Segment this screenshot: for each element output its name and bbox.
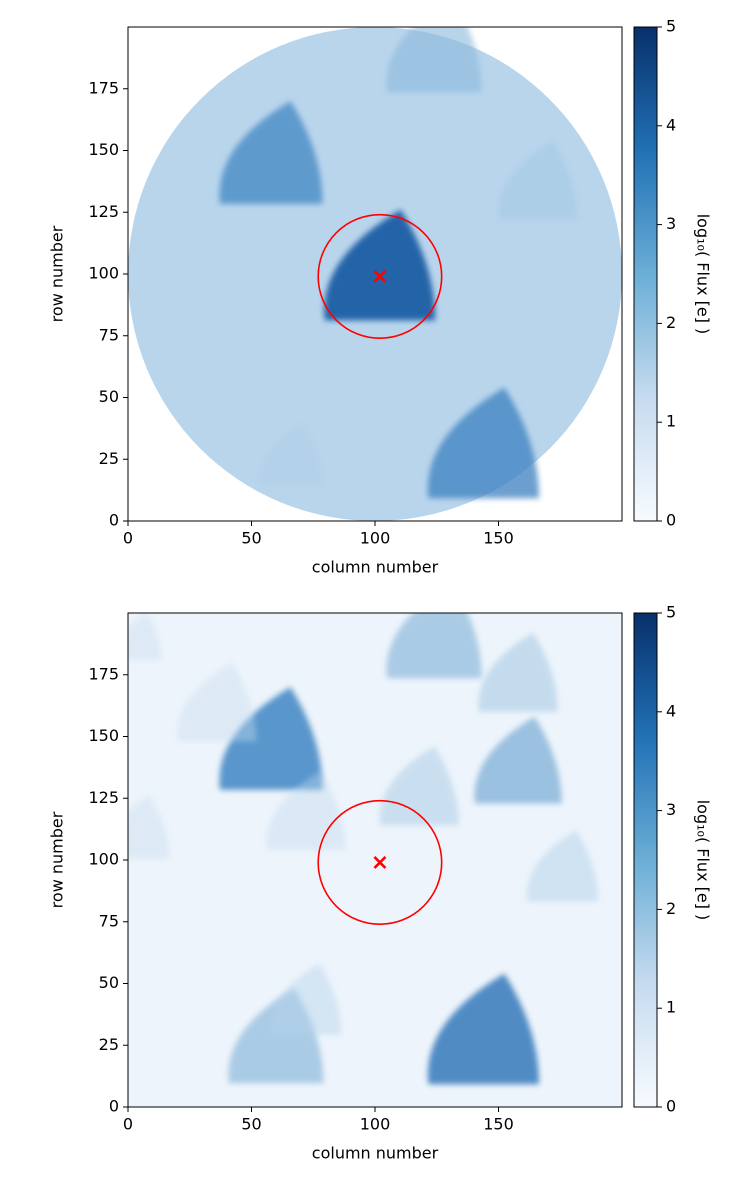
y-tick-label: 100 [88,850,119,869]
x-tick-label: 0 [123,1115,133,1134]
y-tick-label: 50 [99,387,119,406]
colorbar-tick-label: 3 [666,800,676,819]
x-tick-label: 50 [241,1115,261,1134]
colorbar-tick-label: 3 [666,214,676,233]
image-feature [324,209,436,321]
colorbar-tick-label: 4 [666,701,676,720]
colorbar-tick-label: 4 [666,115,676,134]
y-tick-label: 25 [99,449,119,468]
image-feature [427,387,540,499]
image-feature [478,632,558,712]
image-feature [177,662,257,742]
y-tick-label: 175 [88,664,119,683]
colorbar [633,612,658,1108]
y-tick-label: 125 [88,788,119,807]
y-tick-label: 75 [99,911,119,930]
colorbar-tick-label: 2 [666,899,676,918]
image-feature [219,101,323,204]
y-tick-label: 50 [99,973,119,992]
colorbar-tick-label: 1 [666,998,676,1017]
x-tick-label: 0 [123,529,133,548]
image-feature [498,140,578,220]
x-tick-label: 50 [241,529,261,548]
y-tick-label: 25 [99,1035,119,1054]
y-tick-label: 175 [88,78,119,97]
y-tick-label: 125 [88,202,119,221]
image-feature [386,27,482,93]
target-marker [373,270,387,283]
x-tick-label: 150 [483,1115,514,1134]
y-tick-label: 75 [99,325,119,344]
x-axis-label: column number [312,558,439,577]
image-feature [379,746,459,826]
x-tick-label: 100 [360,1115,391,1134]
colorbar-tick-label: 5 [666,17,676,36]
image-feature [386,613,482,679]
colorbar-label: log₁₀( Flux [e] ) [694,214,713,335]
image-feature [128,795,170,860]
y-tick-label: 150 [88,726,119,745]
colorbar [633,26,658,522]
y-tick-label: 150 [88,140,119,159]
image-feature [259,422,323,486]
image-feature [265,771,346,851]
x-tick-label: 150 [483,529,514,548]
colorbar-tick-label: 1 [666,412,676,431]
x-tick-label: 100 [360,529,391,548]
colorbar-tick-label: 2 [666,313,676,332]
aperture-circle [317,213,443,340]
colorbar-tick-label: 0 [666,511,676,530]
colorbar-tick-label: 0 [666,1097,676,1116]
aperture-circle [317,799,443,926]
y-tick-label: 0 [109,511,119,530]
y-axis-label: row number [48,811,67,908]
image-area [128,613,622,1107]
x-axis-label: column number [312,1144,439,1163]
colorbar-label: log₁₀( Flux [e] ) [694,800,713,921]
image-feature [474,716,562,804]
target-marker [373,856,387,869]
y-axis-label: row number [48,225,67,322]
colorbar-tick-label: 5 [666,603,676,622]
image-feature [427,973,540,1085]
image-feature [219,687,323,790]
y-tick-label: 100 [88,264,119,283]
y-tick-label: 0 [109,1097,119,1116]
image-area [128,27,622,521]
image-feature [526,830,599,902]
image-feature [128,613,162,661]
image-feature [269,963,342,1035]
